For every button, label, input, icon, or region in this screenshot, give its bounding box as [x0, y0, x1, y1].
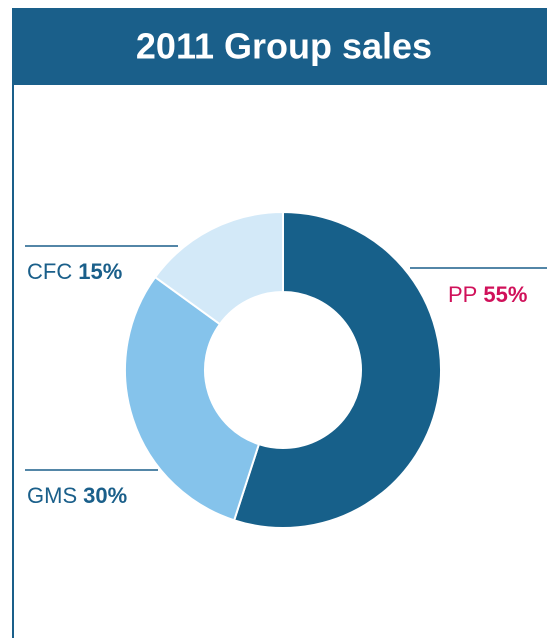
slice-label: PP 55%	[448, 282, 527, 307]
category-label: CFC	[27, 259, 72, 284]
chart-title: 2011 Group sales	[136, 26, 432, 67]
donut-segment	[153, 210, 284, 326]
value-label: 55%	[483, 282, 527, 307]
slice-label: GMS 30%	[27, 483, 127, 508]
value-label: 15%	[78, 259, 122, 284]
category-label: GMS	[27, 483, 77, 508]
title-bar	[12, 8, 547, 85]
slice-label: CFC 15%	[27, 259, 122, 284]
value-label: 30%	[83, 483, 127, 508]
donut-segment	[124, 275, 261, 522]
donut-segment	[232, 210, 442, 529]
category-label: PP	[448, 282, 477, 307]
